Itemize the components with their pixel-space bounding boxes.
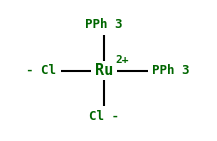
Text: PPh 3: PPh 3 <box>152 64 189 77</box>
Text: Cl -: Cl - <box>89 110 119 123</box>
Text: - Cl: - Cl <box>26 64 56 77</box>
Text: 2+: 2+ <box>115 55 128 65</box>
Text: PPh 3: PPh 3 <box>85 18 123 31</box>
Text: Ru: Ru <box>95 63 113 78</box>
